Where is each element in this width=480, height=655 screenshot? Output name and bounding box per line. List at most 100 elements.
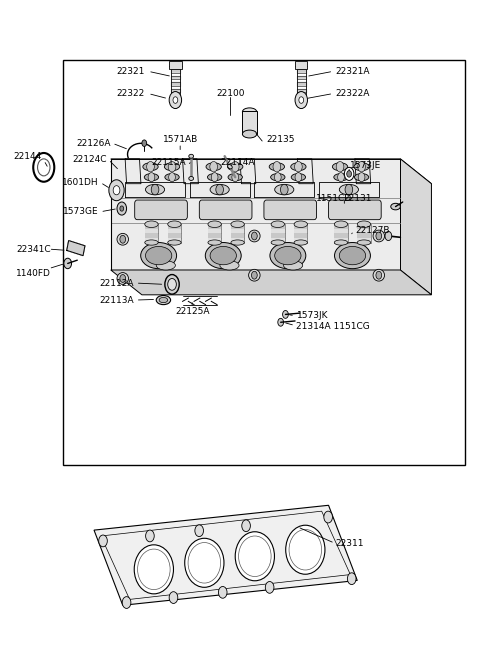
Text: 22124C: 22124C xyxy=(72,155,107,164)
Text: 1573JK: 1573JK xyxy=(297,311,328,320)
Polygon shape xyxy=(297,69,306,73)
Polygon shape xyxy=(171,69,180,73)
Polygon shape xyxy=(297,86,306,89)
Ellipse shape xyxy=(249,269,260,281)
Polygon shape xyxy=(171,92,180,96)
Polygon shape xyxy=(208,224,221,229)
Ellipse shape xyxy=(334,240,348,245)
Ellipse shape xyxy=(239,536,271,576)
Ellipse shape xyxy=(208,221,221,227)
Polygon shape xyxy=(168,224,181,229)
Text: 22135: 22135 xyxy=(266,136,295,144)
Polygon shape xyxy=(168,238,181,242)
Ellipse shape xyxy=(373,230,384,242)
Circle shape xyxy=(113,185,120,195)
Polygon shape xyxy=(297,79,306,83)
Polygon shape xyxy=(271,229,285,233)
Text: 22100: 22100 xyxy=(216,89,245,98)
Polygon shape xyxy=(208,229,221,233)
Ellipse shape xyxy=(354,174,369,181)
Polygon shape xyxy=(111,159,400,270)
Ellipse shape xyxy=(185,538,224,588)
Text: 1573JE: 1573JE xyxy=(350,161,381,170)
Circle shape xyxy=(169,591,178,603)
Ellipse shape xyxy=(294,240,308,245)
Ellipse shape xyxy=(145,184,165,195)
Polygon shape xyxy=(294,238,308,242)
Polygon shape xyxy=(297,76,306,79)
Ellipse shape xyxy=(271,221,285,227)
Ellipse shape xyxy=(145,221,158,227)
Circle shape xyxy=(169,92,181,109)
Polygon shape xyxy=(271,233,285,238)
Circle shape xyxy=(195,525,204,536)
Circle shape xyxy=(109,179,124,200)
Polygon shape xyxy=(334,233,348,238)
Ellipse shape xyxy=(231,221,244,227)
Text: 22115A: 22115A xyxy=(152,159,186,167)
Polygon shape xyxy=(297,92,306,96)
Circle shape xyxy=(376,271,382,279)
Ellipse shape xyxy=(294,221,308,227)
Circle shape xyxy=(64,258,72,269)
Circle shape xyxy=(147,162,155,172)
Text: 22322A: 22322A xyxy=(336,89,370,98)
Ellipse shape xyxy=(164,163,180,171)
Circle shape xyxy=(344,168,354,180)
Ellipse shape xyxy=(141,242,177,269)
Circle shape xyxy=(168,278,176,290)
Ellipse shape xyxy=(188,542,221,583)
Polygon shape xyxy=(171,79,180,83)
Text: 1151CD: 1151CD xyxy=(316,194,352,202)
Text: 22112A: 22112A xyxy=(99,278,134,288)
Circle shape xyxy=(216,184,224,195)
Circle shape xyxy=(275,173,281,181)
Ellipse shape xyxy=(291,163,306,171)
Ellipse shape xyxy=(339,246,366,265)
Ellipse shape xyxy=(228,163,243,171)
Polygon shape xyxy=(400,159,432,295)
Polygon shape xyxy=(231,229,244,233)
Circle shape xyxy=(120,274,126,282)
Ellipse shape xyxy=(334,221,348,227)
FancyBboxPatch shape xyxy=(199,200,252,219)
Circle shape xyxy=(283,310,288,318)
Polygon shape xyxy=(111,270,432,295)
Text: 22322: 22322 xyxy=(116,89,144,98)
Polygon shape xyxy=(171,86,180,89)
Circle shape xyxy=(211,173,218,181)
Circle shape xyxy=(122,597,131,608)
Ellipse shape xyxy=(335,242,371,269)
Circle shape xyxy=(324,511,333,523)
Circle shape xyxy=(231,162,239,172)
Text: 22144: 22144 xyxy=(13,152,41,160)
Circle shape xyxy=(273,162,281,172)
Polygon shape xyxy=(145,238,158,242)
Circle shape xyxy=(99,535,108,547)
Ellipse shape xyxy=(168,221,181,227)
Text: 22321: 22321 xyxy=(116,67,144,76)
Polygon shape xyxy=(334,238,348,242)
Polygon shape xyxy=(111,159,432,183)
Text: 22127B: 22127B xyxy=(355,226,389,235)
Circle shape xyxy=(151,184,159,195)
Circle shape xyxy=(336,162,344,172)
Ellipse shape xyxy=(156,295,170,305)
Circle shape xyxy=(218,586,227,598)
Polygon shape xyxy=(357,229,371,233)
Bar xyxy=(242,111,257,134)
Polygon shape xyxy=(231,233,244,238)
Ellipse shape xyxy=(143,163,158,171)
Circle shape xyxy=(37,159,50,176)
Ellipse shape xyxy=(206,163,221,171)
Ellipse shape xyxy=(210,184,229,195)
Text: 1571AB: 1571AB xyxy=(163,136,198,144)
Ellipse shape xyxy=(357,221,371,227)
Circle shape xyxy=(376,232,382,240)
Ellipse shape xyxy=(339,184,359,195)
Circle shape xyxy=(210,162,217,172)
Polygon shape xyxy=(171,83,180,86)
Text: 21314A 1151CG: 21314A 1151CG xyxy=(297,322,370,331)
Text: 22311: 22311 xyxy=(336,538,364,548)
Ellipse shape xyxy=(242,130,257,138)
